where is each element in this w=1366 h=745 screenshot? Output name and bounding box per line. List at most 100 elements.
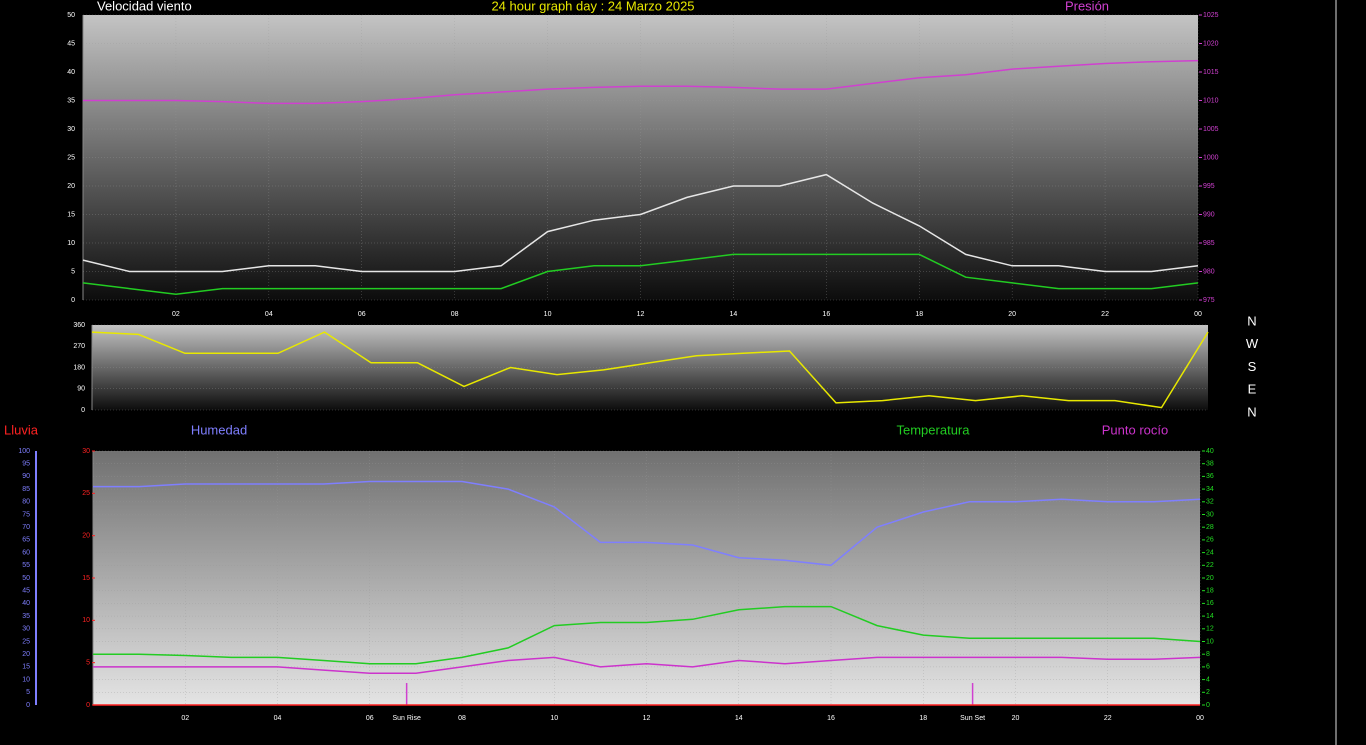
- y-tick-label: 180: [73, 364, 85, 371]
- y2-tick-label: 0: [1206, 702, 1210, 709]
- x-tick-label: 14: [730, 311, 738, 318]
- x-tick-label: 14: [735, 715, 743, 722]
- y2-tick-label: 985: [1203, 240, 1215, 247]
- y-tick-label: 60: [22, 549, 30, 556]
- y3-tick-label: 0: [86, 702, 90, 709]
- x-tick-label: 12: [637, 311, 645, 318]
- y-tick-label: 95: [22, 461, 30, 468]
- y3-tick-label: 20: [82, 533, 90, 540]
- y2-tick-label: 1020: [1203, 40, 1219, 47]
- series-line: [93, 605, 1201, 665]
- y-tick-label: 65: [22, 537, 30, 544]
- y2-tick-label: 20: [1206, 575, 1214, 582]
- y-tick-label: 270: [73, 343, 85, 350]
- y-tick-label: 20: [22, 651, 30, 658]
- y-tick-label: 20: [67, 183, 75, 190]
- y-tick-label: 50: [67, 12, 75, 19]
- y2-tick-label: 10: [1206, 638, 1214, 645]
- y2-tick-label: 28: [1206, 524, 1214, 531]
- y2-tick-label: 18: [1206, 588, 1214, 595]
- series-name: Punto rocío: [1102, 422, 1169, 437]
- y2-tick-label: 34: [1206, 486, 1214, 493]
- series-name: Humedad: [191, 422, 247, 437]
- x-tick-label: 22: [1101, 311, 1109, 318]
- y-tick-label: 90: [77, 386, 85, 393]
- x-tick-label: 22: [1104, 715, 1112, 722]
- series-line: [91, 331, 1209, 409]
- y-tick-label: 35: [67, 97, 75, 104]
- y-tick-label: 80: [22, 499, 30, 506]
- y2-tick-label: 8: [1206, 651, 1210, 658]
- y2-tick-label: 1005: [1203, 126, 1219, 133]
- y2-tick-label: 36: [1206, 473, 1214, 480]
- y-tick-label: 35: [22, 613, 30, 620]
- y-tick-label: 25: [67, 154, 75, 161]
- y2-tick-label: 12: [1206, 626, 1214, 633]
- y2-tick-label: 6: [1206, 664, 1210, 671]
- x-tick-label: 16: [827, 715, 835, 722]
- y-tick-label: 25: [22, 638, 30, 645]
- y2-tick-label: 2: [1206, 689, 1210, 696]
- y-tick-label: 15: [67, 211, 75, 218]
- x-tick-label: 04: [274, 715, 282, 722]
- y-tick-label: 5: [71, 268, 75, 275]
- y3-tick-label: 25: [82, 490, 90, 497]
- y2-tick-label: 38: [1206, 461, 1214, 468]
- y3-tick-label: 10: [82, 617, 90, 624]
- direction-label: W: [1246, 336, 1259, 351]
- x-tick-label: 10: [544, 311, 552, 318]
- y-tick-label: 50: [22, 575, 30, 582]
- y-tick-label: 45: [67, 40, 75, 47]
- y-tick-label: 85: [22, 486, 30, 493]
- direction-label: N: [1247, 404, 1256, 419]
- y2-tick-label: 30: [1206, 511, 1214, 518]
- y-tick-label: 10: [22, 676, 30, 683]
- y-tick-label: 30: [67, 126, 75, 133]
- series-name: Presión: [1065, 0, 1109, 13]
- y-tick-label: 90: [22, 473, 30, 480]
- x-tick-label: 18: [915, 311, 923, 318]
- y2-tick-label: 14: [1206, 613, 1214, 620]
- y-tick-label: 0: [81, 407, 85, 414]
- series-name: Velocidad viento: [97, 0, 192, 13]
- y-tick-label: 100: [18, 448, 30, 455]
- x-tick-label: 00: [1194, 311, 1202, 318]
- x-tick-label: 20: [1012, 715, 1020, 722]
- y-tick-label: 70: [22, 524, 30, 531]
- series-line: [82, 173, 1199, 273]
- y-tick-label: 30: [22, 626, 30, 633]
- y2-tick-label: 1025: [1203, 12, 1219, 19]
- y-tick-label: 0: [71, 297, 75, 304]
- direction-label: N: [1247, 313, 1256, 328]
- x-tick-label: 02: [181, 715, 189, 722]
- y2-tick-label: 32: [1206, 499, 1214, 506]
- x-tick-label: 06: [366, 715, 374, 722]
- y-tick-label: 0: [26, 702, 30, 709]
- sun-label: Sun Set: [960, 715, 985, 722]
- y2-tick-label: 1000: [1203, 154, 1219, 161]
- x-tick-label: 16: [822, 311, 830, 318]
- series-line: [93, 656, 1201, 675]
- y2-tick-label: 40: [1206, 448, 1214, 455]
- x-tick-label: 12: [643, 715, 651, 722]
- y2-tick-label: 4: [1206, 676, 1210, 683]
- y-tick-label: 40: [67, 69, 75, 76]
- x-tick-label: 02: [172, 311, 180, 318]
- sun-label: Sun Rise: [392, 715, 421, 722]
- x-tick-label: 00: [1196, 715, 1204, 722]
- x-tick-label: 04: [265, 311, 273, 318]
- y2-tick-label: 24: [1206, 549, 1214, 556]
- y2-tick-label: 1015: [1203, 69, 1219, 76]
- series-line: [82, 253, 1199, 296]
- y2-tick-label: 22: [1206, 562, 1214, 569]
- x-tick-label: 08: [451, 311, 459, 318]
- y-tick-label: 75: [22, 511, 30, 518]
- x-tick-label: 20: [1008, 311, 1016, 318]
- series-name: Lluvia: [4, 422, 39, 437]
- y2-tick-label: 980: [1203, 268, 1215, 275]
- y2-tick-label: 995: [1203, 183, 1215, 190]
- chart-title: 24 hour graph day : 24 Marzo 2025: [491, 0, 694, 13]
- y3-tick-label: 30: [82, 448, 90, 455]
- y-tick-label: 15: [22, 664, 30, 671]
